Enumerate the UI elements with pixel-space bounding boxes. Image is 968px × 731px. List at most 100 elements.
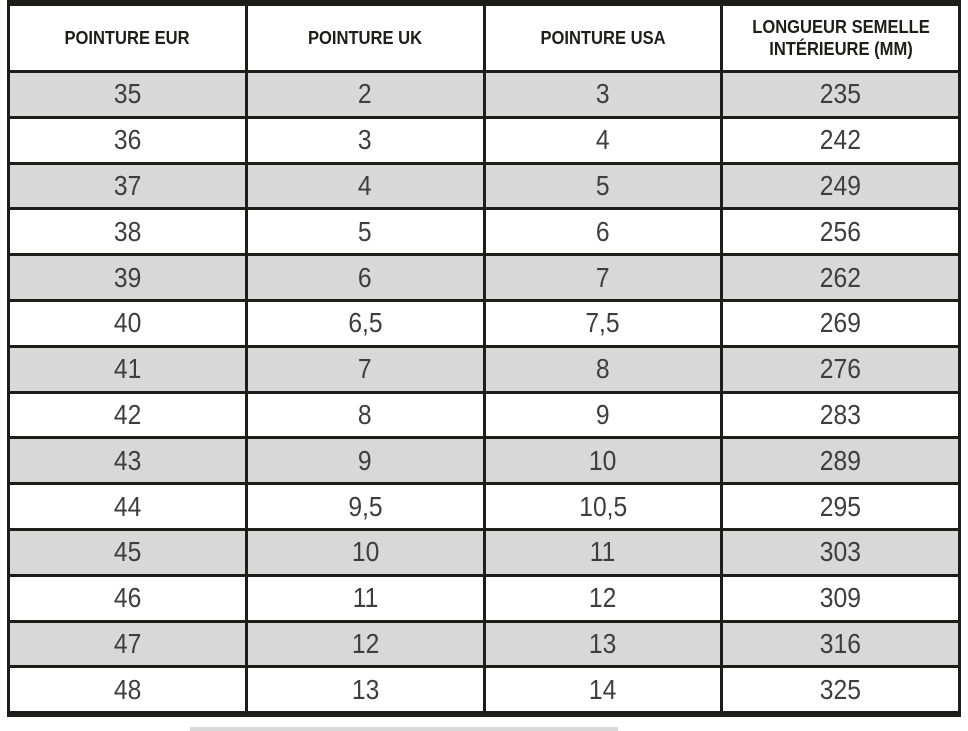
cell-value: 9,5 (347, 490, 383, 522)
table-cell: 12 (244, 619, 486, 669)
header-pointure-eur: POINTURE EUR (7, 1, 248, 73)
table-cell: 3 (244, 115, 486, 165)
table-cell: 276 (720, 344, 961, 394)
table-cell: 269 (720, 298, 961, 348)
table-cell: 41 (7, 344, 248, 394)
table-cell: 3 (482, 70, 724, 119)
table-cell: 35 (7, 70, 248, 119)
cell-value: 36 (113, 124, 142, 156)
table-cell: 11 (482, 527, 724, 577)
cell-value: 256 (820, 215, 862, 247)
table-cell: 6 (244, 253, 486, 302)
table-row: 40 6,5 7,5 269 (7, 298, 961, 348)
cell-value: 12 (589, 582, 617, 614)
cell-value: 13 (351, 673, 379, 705)
cell-value: 11 (352, 582, 378, 614)
table-cell: 9 (482, 390, 724, 440)
cell-value: 309 (820, 582, 862, 614)
cell-value: 249 (820, 169, 862, 201)
table-cell: 325 (720, 665, 961, 716)
cell-value: 6 (358, 261, 372, 293)
table-cell: 43 (7, 436, 248, 486)
table-cell: 37 (7, 161, 248, 211)
header-pointure-usa: POINTURE USA (482, 1, 724, 73)
table-cell: 4 (482, 115, 724, 165)
table-cell: 5 (244, 207, 486, 257)
table-cell: 256 (720, 207, 961, 257)
table-cell: 7 (244, 344, 486, 394)
header-pointure-uk: POINTURE UK (244, 1, 486, 73)
header-label: POINTURE EUR (64, 27, 190, 48)
cell-value: 39 (113, 261, 142, 293)
table-row: 38 5 6 256 (7, 207, 961, 257)
cell-value: 41 (113, 353, 142, 385)
cell-value: 45 (113, 536, 142, 568)
table-cell: 44 (7, 482, 248, 531)
cell-value: 14 (589, 673, 617, 705)
table-cell: 262 (720, 253, 961, 302)
table-cell: 235 (720, 70, 961, 119)
table-cell: 6,5 (244, 298, 486, 348)
cell-value: 262 (820, 261, 862, 293)
table-cell: 11 (244, 573, 486, 623)
table-row: 41 7 8 276 (7, 344, 961, 394)
table-row: 37 4 5 249 (7, 161, 961, 211)
table-cell: 6 (482, 207, 724, 257)
cell-value: 289 (820, 444, 862, 476)
cell-value: 43 (113, 444, 142, 476)
table-row: 43 9 10 289 (7, 436, 961, 486)
cell-value: 8 (358, 398, 372, 430)
cell-value: 303 (820, 536, 862, 568)
table-cell: 47 (7, 619, 248, 669)
cell-value: 276 (820, 353, 862, 385)
cell-value: 6 (596, 215, 610, 247)
header-row: POINTURE EUR POINTURE UK POINTURE USA LO… (7, 1, 961, 73)
header-longueur-semelle: LONGUEUR SEMELLE INTÉRIEURE (MM) (720, 1, 961, 73)
table-cell: 242 (720, 115, 961, 165)
table-cell: 9,5 (244, 482, 486, 531)
cell-value: 283 (820, 398, 862, 430)
table-cell: 8 (482, 344, 724, 394)
cell-value: 269 (820, 307, 862, 339)
table-cell: 10 (482, 436, 724, 486)
table-row: 39 6 7 262 (7, 253, 961, 302)
cell-value: 295 (820, 490, 862, 522)
table-cell: 48 (7, 665, 248, 716)
cell-value: 46 (113, 582, 142, 614)
table-row: 47 12 13 316 (7, 619, 961, 669)
table-cell: 38 (7, 207, 248, 257)
cell-value: 7,5 (585, 307, 621, 339)
table-cell: 36 (7, 115, 248, 165)
table-cell: 2 (244, 70, 486, 119)
table-cell: 7 (482, 253, 724, 302)
cell-value: 40 (113, 307, 142, 339)
table-cell: 303 (720, 527, 961, 577)
table-row: 48 13 14 325 (7, 665, 961, 716)
table-cell: 295 (720, 482, 961, 531)
shoe-size-conversion-table: POINTURE EUR POINTURE UK POINTURE USA LO… (7, 0, 961, 718)
table-cell: 46 (7, 573, 248, 623)
cell-value: 35 (113, 78, 142, 110)
cell-value: 6,5 (347, 307, 383, 339)
cell-value: 13 (589, 627, 617, 659)
table-cell: 289 (720, 436, 961, 486)
table-row: 45 10 11 303 (7, 527, 961, 577)
cell-value: 3 (596, 78, 610, 110)
table-cell: 14 (482, 665, 724, 716)
table-cell: 40 (7, 298, 248, 348)
table-cell: 10 (244, 527, 486, 577)
cell-value: 10 (351, 536, 379, 568)
cell-value: 316 (820, 627, 862, 659)
table-row: 44 9,5 10,5 295 (7, 482, 961, 531)
table-cell: 45 (7, 527, 248, 577)
table-cell: 42 (7, 390, 248, 440)
table-body: 35 2 3 235 36 3 4 242 37 4 5 249 38 5 6 (7, 70, 961, 716)
cell-value: 11 (590, 536, 616, 568)
cell-value: 7 (596, 261, 610, 293)
table-cell: 7,5 (482, 298, 724, 348)
cell-value: 9 (596, 398, 610, 430)
table-row: 46 11 12 309 (7, 573, 961, 623)
table-cell: 5 (482, 161, 724, 211)
cell-value: 10 (589, 444, 617, 476)
